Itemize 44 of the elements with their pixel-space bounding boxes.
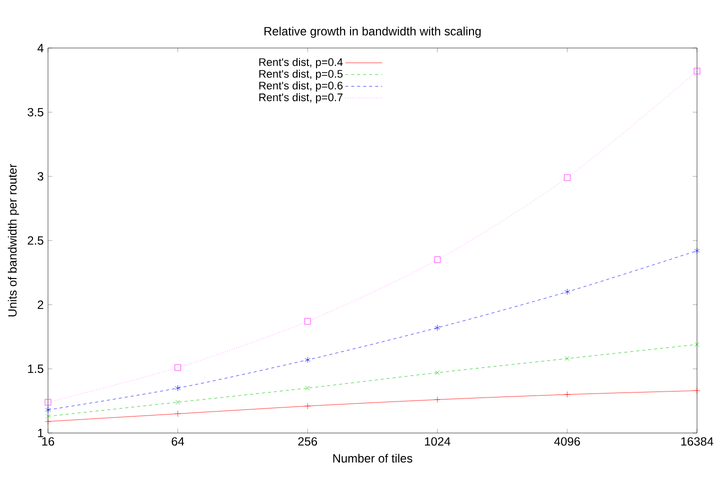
point — [44, 399, 52, 406]
legend-label: Rent's dist, p=0.5 — [259, 70, 343, 80]
point — [304, 402, 311, 410]
point — [304, 356, 310, 364]
y-tick-label: 1.5 — [28, 364, 44, 373]
y-axis-title: Units of bandwidth per router — [8, 164, 20, 316]
point — [564, 356, 570, 361]
y-tick-label: 3.5 — [28, 108, 44, 116]
point — [434, 396, 441, 403]
point — [564, 288, 570, 296]
point — [435, 370, 440, 375]
x-tick-label: 16 — [42, 437, 54, 446]
point — [694, 248, 700, 254]
point — [44, 418, 52, 425]
x-tick-label: 16384 — [681, 437, 714, 446]
y-tick-label: 1 — [38, 428, 44, 438]
point — [46, 414, 50, 419]
point — [45, 406, 51, 414]
point — [305, 386, 310, 390]
y-tick-label: 2 — [38, 300, 44, 309]
chart-title: Relative growth in bandwidth with scaling — [264, 26, 481, 38]
point — [694, 342, 700, 347]
point — [174, 410, 181, 417]
x-tick-label: 1024 — [425, 437, 450, 446]
point — [434, 324, 440, 331]
x-tick-label: 256 — [298, 437, 318, 446]
x-tick-label: 64 — [172, 437, 184, 446]
y-tick-label: 3 — [38, 172, 44, 181]
point — [175, 400, 180, 405]
point — [175, 384, 181, 392]
y-tick-label: 4 — [37, 44, 44, 52]
point — [174, 364, 181, 371]
legend-label: Rent's dist, p=0.4 — [259, 58, 343, 68]
legend-label: Rent's dist, p=0.6 — [259, 81, 343, 92]
point — [694, 387, 700, 394]
x-tick-label: 4096 — [554, 437, 580, 446]
legend-label: Rent's dist, p=0.7 — [259, 93, 342, 104]
point — [304, 318, 311, 325]
point — [434, 256, 441, 263]
x-axis-title: Number of tiles — [333, 454, 412, 463]
point — [564, 391, 570, 398]
point — [564, 174, 570, 181]
y-tick-label: 2.5 — [28, 236, 44, 245]
point — [694, 68, 700, 74]
